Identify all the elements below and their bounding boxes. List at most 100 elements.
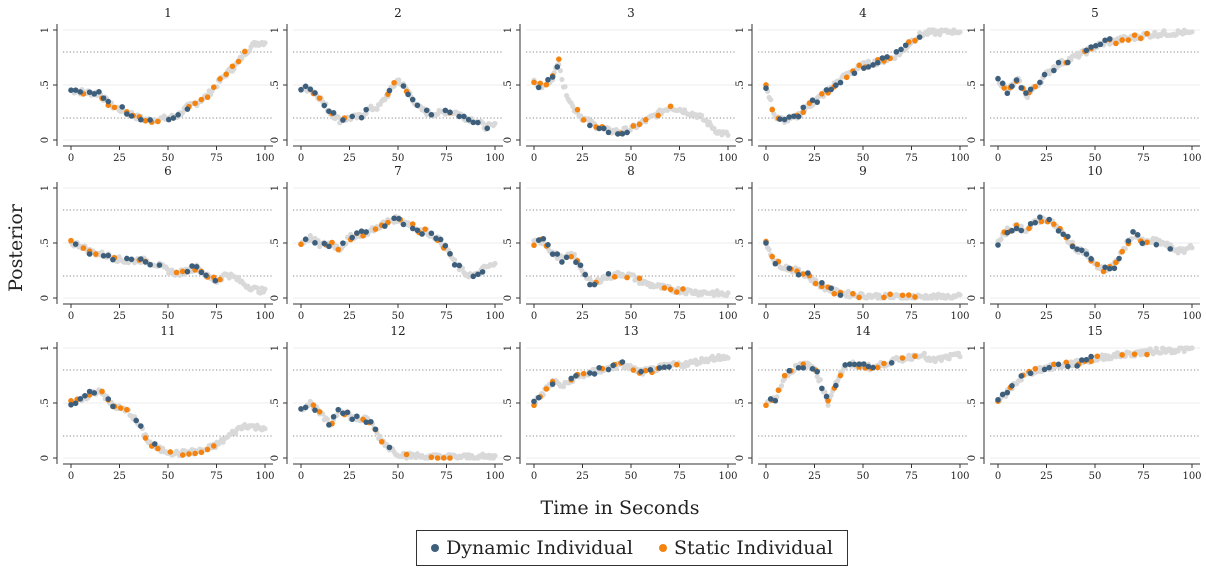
dynamic-point — [479, 269, 486, 275]
x-tick-label: 100 — [255, 153, 274, 164]
static-point — [531, 79, 537, 86]
dynamic-point — [428, 230, 435, 237]
dynamic-point — [549, 381, 556, 387]
dynamic-point — [442, 242, 449, 249]
panel-title: 13 — [623, 324, 638, 338]
x-tick-label: 25 — [1040, 153, 1053, 164]
y-tick-label: .5 — [270, 238, 281, 248]
static-point — [1119, 352, 1125, 358]
x-tick-label: 100 — [1182, 153, 1201, 164]
static-point — [574, 106, 581, 113]
legend-label-static: Static Individual — [673, 537, 833, 559]
x-tick-label: 75 — [210, 153, 223, 164]
dynamic-point — [1065, 233, 1071, 240]
static-point — [543, 81, 550, 88]
dynamic-point — [833, 82, 839, 89]
dynamic-point — [577, 262, 584, 269]
panel-6: 6 0 25 50 75 100 0 .5 1 — [40, 164, 275, 322]
x-tick-label: 75 — [905, 311, 918, 322]
static-point — [68, 237, 74, 244]
static-point — [1131, 351, 1138, 357]
x-tick-label: 0 — [68, 311, 74, 322]
static-point — [329, 239, 335, 246]
panel-2: 2 0 25 50 75 100 0 .5 1 — [270, 6, 505, 164]
background-point — [324, 416, 330, 422]
x-tick-label: 25 — [808, 153, 821, 164]
panel-11: 11 0 25 50 75 100 0 .5 1 — [40, 324, 275, 482]
dynamic-point — [781, 116, 788, 123]
dynamic-point — [349, 416, 356, 423]
y-tick-label: 1 — [40, 27, 51, 33]
dynamic-point — [330, 110, 337, 116]
dynamic-point — [1134, 232, 1141, 238]
static-point — [316, 409, 323, 415]
dynamic-point — [995, 396, 1001, 403]
static-point — [447, 455, 453, 461]
dynamic-point — [999, 391, 1006, 398]
static-point — [372, 226, 379, 232]
dynamic-point — [1079, 357, 1085, 363]
dynamic-point — [851, 70, 858, 77]
static-point — [124, 406, 130, 413]
panel-title: 5 — [1091, 6, 1099, 20]
dynamic-point — [870, 62, 876, 68]
static-point — [378, 438, 385, 445]
dynamic-point — [591, 281, 598, 288]
chart-figure: Posterior Time in Seconds 10 25 50 75 1000.5… — [5, 6, 1202, 519]
dynamic-point — [786, 114, 793, 120]
dynamic-point — [549, 251, 556, 257]
dynamic-point — [545, 242, 551, 248]
dynamic-point — [999, 80, 1006, 87]
dynamic-point — [587, 122, 593, 129]
dynamic-point — [363, 229, 369, 235]
x-tick-label: 0 — [531, 153, 537, 164]
dynamic-point — [823, 393, 830, 400]
dynamic-point — [1065, 363, 1071, 370]
dynamic-point — [865, 64, 872, 70]
dynamic-point — [330, 413, 337, 420]
y-tick-label: 1 — [735, 345, 746, 351]
static-point — [899, 292, 906, 299]
static-point — [1113, 40, 1119, 47]
static-point — [1001, 85, 1008, 91]
background-point — [766, 246, 772, 253]
x-tick-label: 50 — [625, 311, 638, 322]
dynamic-point — [68, 401, 74, 408]
background-point — [725, 132, 731, 138]
dynamic-point — [1037, 214, 1043, 220]
dynamic-point — [1074, 363, 1080, 369]
background-point — [725, 290, 731, 296]
background-point — [307, 233, 313, 239]
dynamic-point — [1027, 370, 1034, 377]
panel-9: 9 0 25 50 75 100 0 .5 1 — [735, 164, 970, 322]
dynamic-point — [619, 130, 626, 137]
dynamic-point — [409, 96, 416, 103]
dynamic-point — [456, 113, 463, 120]
dynamic-point — [147, 261, 153, 268]
dynamic-point — [540, 235, 547, 242]
x-tick-label: 100 — [485, 311, 504, 322]
dynamic-point — [870, 364, 876, 371]
static-point — [1088, 358, 1094, 365]
dynamic-point — [1027, 86, 1034, 93]
static-point — [409, 221, 416, 227]
dynamic-point — [1037, 79, 1043, 86]
dynamic-point — [549, 74, 556, 80]
x-tick-label: 50 — [625, 153, 638, 164]
background-point — [1189, 29, 1195, 35]
x-tick-label: 100 — [485, 471, 504, 482]
background-point — [262, 426, 268, 432]
dynamic-point — [1032, 219, 1039, 226]
background-point — [492, 120, 498, 127]
static-point — [360, 233, 366, 239]
y-tick-label: 1 — [270, 27, 281, 33]
dynamic-point — [382, 223, 388, 229]
x-tick-label: 25 — [808, 311, 821, 322]
dynamic-point — [405, 91, 411, 98]
dynamic-point — [400, 221, 407, 228]
x-tick-label: 0 — [763, 153, 769, 164]
dynamic-point — [545, 76, 551, 83]
background-point — [262, 40, 268, 46]
x-tick-label: 0 — [763, 471, 769, 482]
dynamic-point — [610, 362, 616, 369]
